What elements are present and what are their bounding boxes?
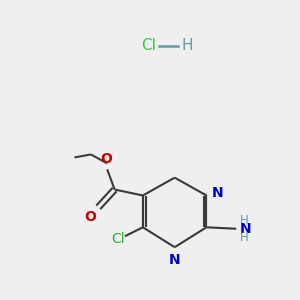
Text: N: N bbox=[169, 253, 181, 267]
Text: N: N bbox=[240, 222, 251, 236]
Text: O: O bbox=[101, 152, 112, 166]
Text: H: H bbox=[240, 214, 248, 227]
Text: H: H bbox=[181, 38, 193, 53]
Text: N: N bbox=[212, 186, 224, 200]
Text: H: H bbox=[240, 231, 248, 244]
Text: Cl: Cl bbox=[141, 38, 156, 53]
Text: O: O bbox=[84, 210, 96, 224]
Text: Cl: Cl bbox=[111, 232, 124, 246]
